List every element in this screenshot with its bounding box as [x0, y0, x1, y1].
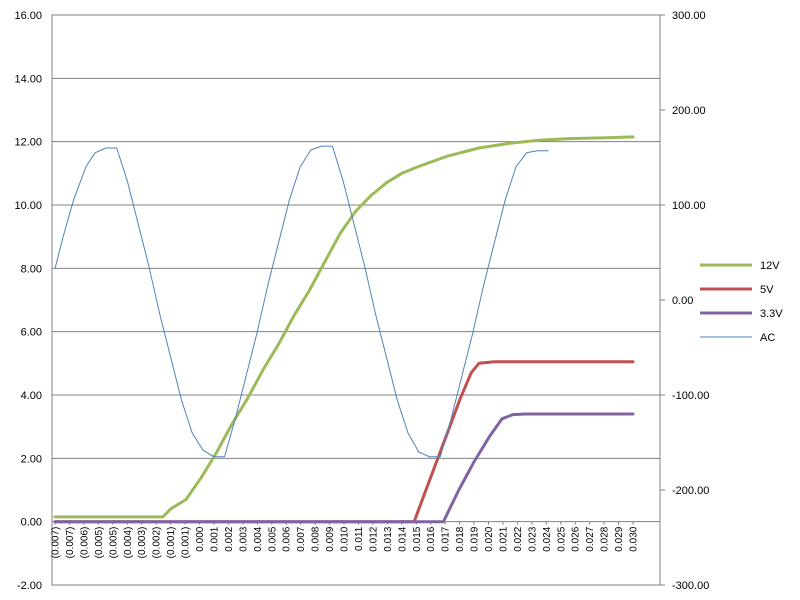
left-tick-label: 16.00: [14, 10, 42, 22]
x-tick-label: (0.003): [137, 527, 148, 559]
x-tick-label: (0.007): [51, 527, 62, 559]
x-tick-label: 0.017: [441, 526, 452, 551]
legend-label-ac: AC: [760, 332, 775, 344]
x-tick-label: 0.002: [224, 526, 235, 551]
x-tick-label: 0.007: [296, 526, 307, 551]
right-tick-label: 300.00: [672, 10, 706, 22]
x-tick-label: 0.014: [397, 526, 408, 551]
x-tick-label: 0.013: [383, 526, 394, 551]
series-lines: [53, 135, 635, 524]
x-tick-label: 0.022: [513, 526, 524, 551]
right-tick-label: 200.00: [672, 105, 706, 117]
series-line-5v: [53, 360, 635, 524]
left-tick-label: 10.00: [14, 200, 42, 212]
right-tick-label: 100.00: [672, 200, 706, 212]
x-tick-label: 0.021: [498, 526, 509, 551]
legend-label-33v: 3.3V: [760, 308, 783, 320]
x-tick-label: (0.002): [152, 527, 163, 559]
legend: 12V 5V 3.3V AC: [700, 260, 783, 344]
series-line-12v: [53, 135, 635, 519]
x-tick-label: 0.025: [556, 526, 567, 551]
x-tick-label: 0.030: [629, 526, 640, 551]
x-tick-label: 0.020: [484, 526, 495, 551]
x-tick-label: 0.000: [195, 526, 206, 551]
x-tick-label: 0.003: [238, 526, 249, 551]
series-line-ac: [54, 145, 549, 458]
x-tick-label: (0.005): [108, 527, 119, 559]
left-tick-label: 4.00: [21, 390, 42, 402]
series-line-33v: [53, 412, 635, 524]
x-tick-label: 0.004: [253, 526, 264, 551]
x-tick-label: 0.024: [542, 526, 553, 551]
x-tick-label: 0.011: [354, 526, 365, 551]
left-tick-label: 2.00: [21, 453, 42, 465]
x-tick-label: 0.006: [282, 526, 293, 551]
x-tick-label: 0.026: [571, 526, 582, 551]
x-tick-label: 0.001: [209, 526, 220, 551]
x-tick-label: 0.023: [527, 526, 538, 551]
left-tick-label: 14.00: [14, 73, 42, 85]
x-tick-label: 0.009: [325, 526, 336, 551]
x-tick-label: 0.015: [412, 526, 423, 551]
x-tick-label: 0.029: [614, 526, 625, 551]
left-tick-label: 6.00: [21, 327, 42, 339]
x-tick-label: 0.018: [455, 526, 466, 551]
x-tick-label: (0.001): [166, 527, 177, 559]
x-axis-ticks: (0.007) (0.007) (0.006) (0.005) (0.005) (0.00…: [51, 521, 640, 559]
right-tick-label: -100.00: [672, 390, 709, 402]
x-tick-label: 0.010: [340, 526, 351, 551]
x-tick-label: 0.012: [368, 526, 379, 551]
right-tick-label: -300.00: [672, 580, 709, 592]
x-tick-label: 0.019: [470, 526, 481, 551]
x-tick-label: (0.005): [94, 527, 105, 559]
left-tick-label: 0.00: [21, 517, 42, 529]
left-tick-label: 8.00: [21, 263, 42, 275]
left-axis-ticks: -2.00 0.00 2.00 4.00 6.00 8.00 10.00 12.00 14.00…: [14, 10, 42, 592]
x-tick-label: (0.004): [123, 527, 134, 559]
right-tick-label: -200.00: [672, 485, 709, 497]
legend-label-5v: 5V: [760, 284, 774, 296]
x-tick-label: (0.001): [181, 527, 192, 559]
left-tick-label: -2.00: [17, 580, 42, 592]
legend-label-12v: 12V: [760, 260, 780, 272]
x-tick-label: 0.027: [585, 526, 596, 551]
left-tick-label: 12.00: [14, 137, 42, 149]
x-tick-label: 0.028: [600, 526, 611, 551]
x-tick-label: (0.007): [65, 527, 76, 559]
x-tick-label: 0.005: [267, 526, 278, 551]
right-tick-label: 0.00: [672, 295, 693, 307]
x-tick-label: (0.006): [79, 527, 90, 559]
x-tick-label: 0.016: [426, 526, 437, 551]
x-tick-label: 0.008: [311, 526, 322, 551]
right-axis-ticks: -300.00 -200.00 -100.00 0.00 100.00 200.00 300…: [660, 10, 709, 592]
